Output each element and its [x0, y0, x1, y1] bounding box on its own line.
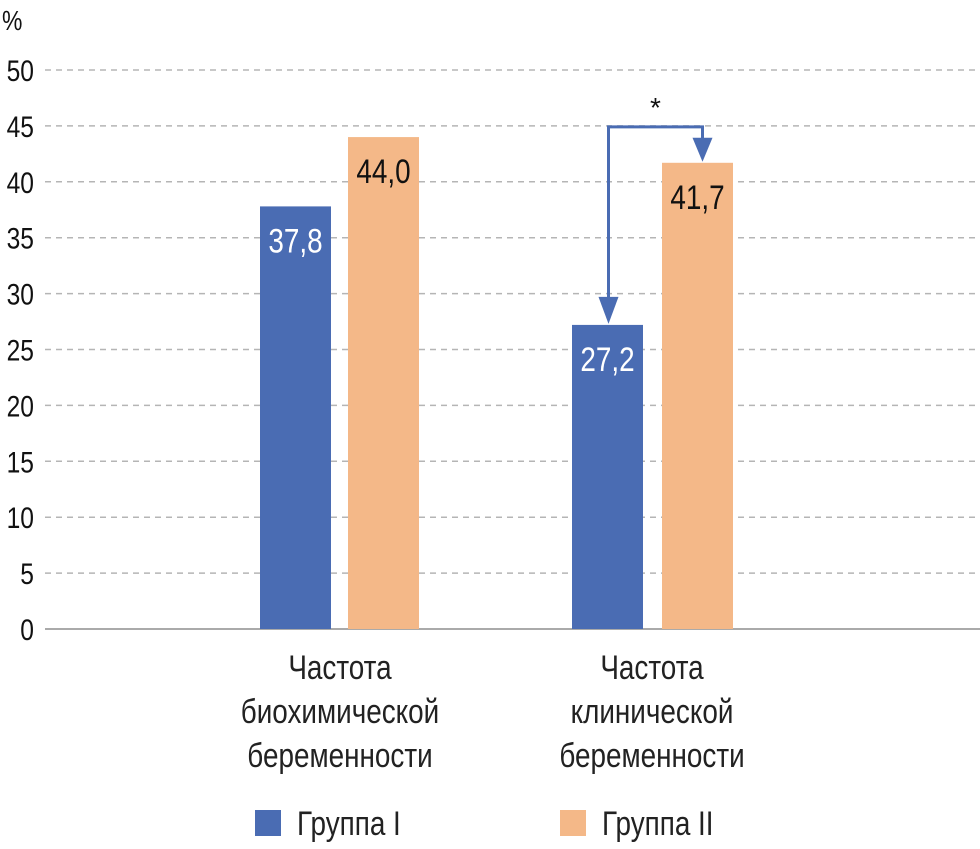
significance-marker: * — [650, 92, 661, 123]
y-tick-label: 5 — [20, 557, 34, 591]
y-tick-label: 25 — [7, 333, 34, 367]
x-category-label: клинической — [571, 692, 734, 730]
y-tick-label: 50 — [7, 54, 34, 88]
arrowhead-icon — [692, 137, 713, 162]
bar-1-2 — [572, 324, 643, 629]
data-label: 37,8 — [268, 222, 322, 260]
data-label: 27,2 — [580, 340, 634, 378]
legend-label: Группа I — [297, 804, 401, 842]
x-category-label: беременности — [247, 736, 432, 774]
x-category-label: биохимической — [241, 692, 439, 730]
x-category-label: Частота — [600, 648, 704, 686]
y-tick-label: 15 — [7, 445, 34, 479]
legend-swatch — [560, 810, 586, 836]
legend-swatch — [255, 810, 281, 836]
significance-bracket — [607, 125, 704, 301]
bar-1-1 — [260, 206, 331, 629]
y-tick-label: 45 — [7, 110, 34, 144]
bar-2-1 — [348, 137, 419, 629]
y-tick-label: 40 — [7, 165, 34, 199]
legend-label: Группа II — [602, 804, 714, 842]
y-tick-label: 35 — [7, 221, 34, 255]
data-label: 44,0 — [356, 152, 410, 190]
x-category-label: беременности — [559, 736, 744, 774]
y-tick-label: 30 — [7, 277, 34, 311]
bar-2-2 — [662, 162, 733, 629]
y-axis-label: % — [2, 6, 22, 37]
y-tick-label: 10 — [7, 501, 34, 535]
arrowhead-icon — [598, 296, 619, 324]
data-label: 41,7 — [670, 178, 724, 216]
x-category-label: Частота — [288, 648, 392, 686]
y-tick-label: 20 — [7, 389, 34, 423]
y-tick-label: 0 — [20, 613, 34, 647]
